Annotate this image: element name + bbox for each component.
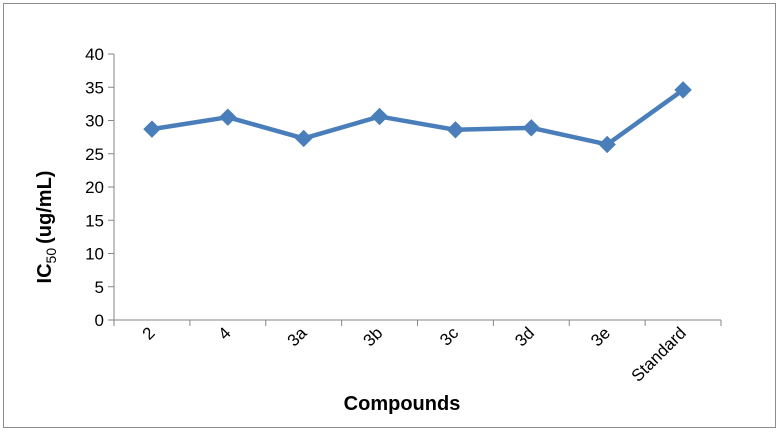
x-tick-label: 3b bbox=[360, 323, 387, 350]
data-point-marker bbox=[598, 135, 616, 154]
y-axis: 0 5 10 15 20 25 30 35 40 bbox=[85, 45, 115, 330]
data-point-marker bbox=[446, 121, 465, 139]
data-point-marker bbox=[522, 119, 541, 137]
y-tick-label: 35 bbox=[85, 78, 104, 97]
data-point-marker bbox=[294, 129, 313, 148]
y-axis-title-unit: (ug/mL) bbox=[34, 171, 56, 244]
series-line bbox=[151, 88, 685, 147]
x-tick-label: Standard bbox=[628, 323, 690, 385]
x-tick-label: 4 bbox=[215, 323, 235, 343]
data-point-marker bbox=[674, 81, 692, 99]
y-axis-title-sub: 50 bbox=[43, 248, 59, 264]
y-tick-label: 10 bbox=[85, 245, 104, 264]
y-tick-label: 5 bbox=[95, 278, 104, 297]
y-tick-label: 20 bbox=[85, 178, 104, 197]
y-tick-label: 0 bbox=[95, 311, 104, 330]
data-point-marker bbox=[219, 108, 237, 126]
x-tick-label: 3d bbox=[511, 323, 538, 350]
x-axis-title: Compounds bbox=[344, 393, 461, 415]
series-group bbox=[143, 81, 692, 154]
y-axis-title: IC50 (ug/mL) bbox=[34, 171, 59, 284]
x-axis: 2 4 3a 3b 3c 3d 3e Standard bbox=[113, 319, 722, 386]
y-tick-label: 30 bbox=[85, 112, 104, 131]
data-point-marker bbox=[143, 120, 161, 138]
chart-frame bbox=[3, 3, 776, 428]
x-tick-label: 2 bbox=[139, 323, 159, 343]
y-tick-label: 25 bbox=[85, 145, 104, 164]
x-tick-label: 3e bbox=[587, 323, 614, 350]
y-tick-label: 40 bbox=[85, 45, 104, 64]
x-tick-label: 3c bbox=[436, 323, 462, 349]
x-tick-label: 3a bbox=[284, 323, 311, 350]
y-tick-label: 15 bbox=[85, 211, 104, 230]
data-point-marker bbox=[370, 107, 389, 126]
y-axis-title-main: IC bbox=[34, 263, 56, 283]
